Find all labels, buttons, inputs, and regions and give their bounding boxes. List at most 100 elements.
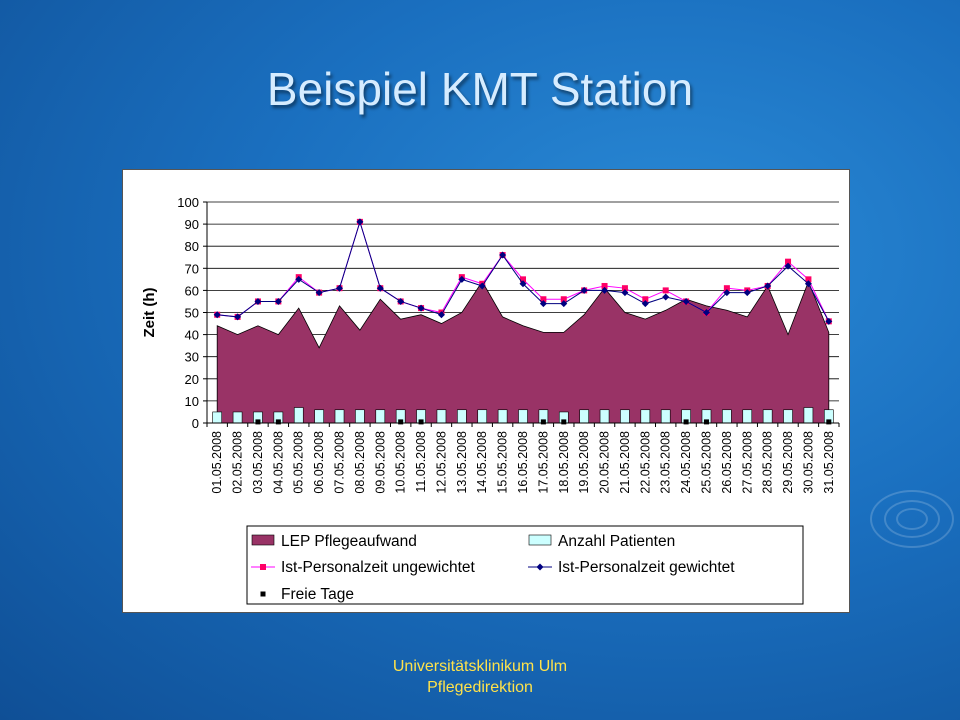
x-tick-label: 02.05.2008 xyxy=(231,431,245,494)
ist-personalzeit-ungewichtet-point xyxy=(601,282,608,289)
x-tick-label: 17.05.2008 xyxy=(536,431,550,494)
ist-personalzeit-ungewichtet-point xyxy=(560,296,567,303)
freie-tage-point xyxy=(683,419,689,425)
ist-personalzeit-ungewichtet-point xyxy=(662,287,669,294)
freie-tage-point xyxy=(275,419,281,425)
x-tick-label: 11.05.2008 xyxy=(414,431,428,493)
x-tick-label: 06.05.2008 xyxy=(312,431,326,494)
freie-tage-point xyxy=(561,419,567,425)
ist-personalzeit-ungewichtet-point xyxy=(621,285,628,292)
anzahl-patienten-bar xyxy=(620,409,630,424)
x-tick-label: 13.05.2008 xyxy=(455,431,469,494)
y-tick-label: 80 xyxy=(185,239,199,254)
x-tick-label: 24.05.2008 xyxy=(679,431,693,494)
slide-title: Beispiel KMT Station xyxy=(266,63,694,115)
x-tick-label: 18.05.2008 xyxy=(557,431,571,494)
anzahl-patienten-bar xyxy=(355,409,365,424)
legend-label-freie-tage: Freie Tage xyxy=(281,586,354,603)
ist-personalzeit-ungewichtet-point xyxy=(642,296,649,303)
ist-personalzeit-gewichtet-point xyxy=(601,286,609,294)
x-tick-label: 01.05.2008 xyxy=(210,431,224,494)
ist-personalzeit-gewichtet-point xyxy=(437,311,445,319)
legend-swatch-ungewichtet-marker xyxy=(260,564,266,570)
ist-personalzeit-gewichtet-point xyxy=(641,300,649,308)
x-tick-label: 10.05.2008 xyxy=(394,431,408,494)
ist-personalzeit-gewichtet-point xyxy=(499,251,507,259)
ist-personalzeit-gewichtet-point xyxy=(213,311,221,319)
x-tick-label: 22.05.2008 xyxy=(638,431,652,494)
y-tick-label: 10 xyxy=(185,394,199,409)
y-axis-title: Zeit (h) xyxy=(141,288,158,338)
ist-personalzeit-gewichtet-point xyxy=(519,280,527,288)
x-tick-label: 26.05.2008 xyxy=(720,431,734,494)
anzahl-patienten-bar xyxy=(314,409,324,424)
x-tick-label: 15.05.2008 xyxy=(496,431,510,494)
freie-tage-point xyxy=(255,419,261,425)
legend-label-patienten: Anzahl Patienten xyxy=(558,533,675,550)
ist-personalzeit-ungewichtet-point xyxy=(540,296,547,303)
freie-tage-point xyxy=(398,419,404,425)
freie-tage-point xyxy=(703,419,709,425)
chart: 0 10 20 30 40 50 60 70 80 90 100 01.05.2008 02.05.20… xyxy=(141,195,840,605)
anzahl-patienten-bar xyxy=(497,409,508,424)
x-tick-label: 31.05.2008 xyxy=(822,431,836,494)
freie-tage-point xyxy=(418,419,424,425)
x-tick-label: 07.05.2008 xyxy=(333,431,347,494)
anzahl-patienten-bar xyxy=(232,411,243,424)
ist-personalzeit-gewichtet-point xyxy=(764,282,772,290)
anzahl-patienten-bar xyxy=(518,409,528,424)
freie-tage-point xyxy=(826,419,832,425)
ist-personalzeit-ungewichtet-point xyxy=(520,276,526,283)
y-tick-label: 50 xyxy=(185,306,199,321)
y-tick-label: 70 xyxy=(185,261,199,276)
ist-personalzeit-gewichtet-point xyxy=(784,262,792,270)
x-tick-label: 27.05.2008 xyxy=(740,431,754,494)
y-tick-label: 100 xyxy=(177,195,199,210)
x-tick-label: 29.05.2008 xyxy=(781,431,795,494)
x-tick-label: 05.05.2008 xyxy=(292,431,306,494)
anzahl-patienten-bar xyxy=(477,409,488,424)
freie-tage-point xyxy=(540,419,546,425)
x-tick-label: 28.05.2008 xyxy=(761,431,775,494)
anzahl-patienten-bar xyxy=(762,409,773,424)
legend-box xyxy=(246,525,804,605)
anzahl-patienten-bar xyxy=(212,411,222,424)
x-tick-label: 12.05.2008 xyxy=(434,431,448,494)
anzahl-patienten-bar xyxy=(660,409,671,424)
x-tick-label: 21.05.2008 xyxy=(618,431,632,494)
anzahl-patienten-bar xyxy=(783,409,793,424)
y-tick-label: 90 xyxy=(185,217,199,232)
footer-institution: Universitätsklinikum Ulm xyxy=(392,658,568,675)
ist-personalzeit-gewichtet-point xyxy=(458,275,466,283)
x-tick-label: 04.05.2008 xyxy=(271,431,285,494)
ist-personalzeit-gewichtet-point xyxy=(234,313,242,321)
ist-personalzeit-gewichtet-point xyxy=(682,297,690,305)
anzahl-patienten-bar xyxy=(375,409,386,424)
ripple-decoration xyxy=(896,508,928,530)
ist-personalzeit-gewichtet-point xyxy=(580,286,588,294)
legend-swatch-patienten xyxy=(528,534,552,546)
ripple-decoration xyxy=(870,490,954,548)
ist-personalzeit-ungewichtet-point xyxy=(805,276,812,283)
x-tick-label: 19.05.2008 xyxy=(577,431,591,494)
ist-personalzeit-gewichtet-point xyxy=(560,300,568,308)
ist-personalzeit-gewichtet-point xyxy=(723,289,731,297)
ist-personalzeit-gewichtet-point xyxy=(539,300,547,308)
anzahl-patienten-bar xyxy=(457,409,467,424)
ist-personalzeit-gewichtet-point xyxy=(254,297,262,305)
legend-label-lep: LEP Pflegeaufwand xyxy=(281,533,417,550)
y-tick-label: 40 xyxy=(185,328,199,343)
legend-label-gewichtet: Ist-Personalzeit gewichtet xyxy=(558,559,735,576)
anzahl-patienten-bar xyxy=(293,407,304,424)
legend-label-ungewichtet: Ist-Personalzeit ungewichtet xyxy=(281,559,476,576)
x-tick-label: 25.05.2008 xyxy=(699,431,713,494)
anzahl-patienten-bar xyxy=(803,407,814,424)
x-tick-label: 30.05.2008 xyxy=(801,431,815,494)
ist-personalzeit-gewichtet-point xyxy=(702,309,710,316)
ist-personalzeit-ungewichtet-point xyxy=(785,258,792,265)
ist-personalzeit-gewichtet-point xyxy=(662,293,670,301)
ist-personalzeit-gewichtet-point xyxy=(336,284,344,292)
y-tick-label: 0 xyxy=(192,416,199,431)
anzahl-patienten-bar xyxy=(640,409,651,424)
ist-personalzeit-gewichtet-point xyxy=(315,289,323,297)
